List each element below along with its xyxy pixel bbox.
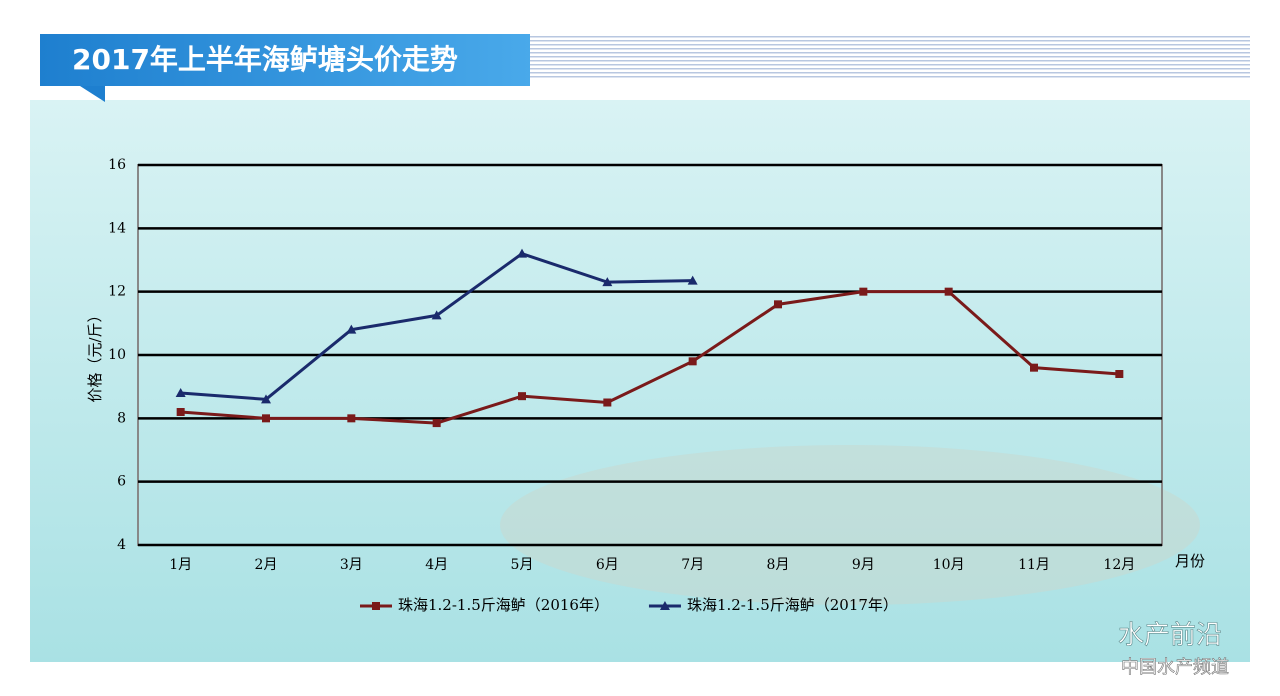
watermark-site: 中国水产频道 <box>1121 657 1229 678</box>
y-tick-label: 6 <box>117 474 126 490</box>
marker <box>176 408 185 416</box>
marker <box>518 392 526 401</box>
x-tick-label: 7月 <box>681 557 704 573</box>
marker <box>602 277 613 287</box>
x-tick-label: 11月 <box>1018 557 1050 573</box>
x-tick-label: 3月 <box>340 557 363 573</box>
series-line <box>180 290 1120 425</box>
marker <box>688 357 697 366</box>
marker <box>432 419 441 428</box>
y-axis-label: 价格（元/斤） <box>86 307 104 402</box>
y-tick-label: 12 <box>108 284 126 300</box>
chart-title: 2017年上半年海鲈塘头价走势 <box>72 43 458 76</box>
marker <box>603 398 612 407</box>
x-tick-label: 8月 <box>767 557 790 573</box>
banner-tail <box>80 86 105 102</box>
x-tick-label: 4月 <box>425 557 448 573</box>
marker <box>346 324 357 334</box>
fish-decoration <box>500 445 1200 605</box>
x-tick-label: 6月 <box>596 557 619 573</box>
x-tick-label: 1月 <box>169 557 192 573</box>
marker <box>262 414 270 423</box>
marker <box>859 287 868 296</box>
marker <box>944 287 953 296</box>
marker <box>687 275 698 285</box>
y-tick-label: 14 <box>108 220 126 236</box>
x-tick-label: 5月 <box>511 557 534 573</box>
marker <box>347 414 356 423</box>
marker <box>261 394 271 404</box>
x-tick-label: 2月 <box>255 557 278 573</box>
x-tick-label: 9月 <box>852 557 875 573</box>
marker <box>372 602 380 610</box>
stripes <box>530 36 1250 78</box>
title-banner <box>40 34 530 86</box>
x-tick-label: 12月 <box>1103 557 1135 573</box>
marker <box>774 300 782 309</box>
marker <box>517 248 527 258</box>
watermark-name: 水产前沿 <box>1118 621 1222 651</box>
x-axis-label: 月份 <box>1175 552 1205 570</box>
marker <box>659 601 670 610</box>
y-tick-label: 16 <box>108 157 126 173</box>
marker <box>1115 370 1124 378</box>
legend-label: 珠海1.2-1.5斤海鲈（2016年） <box>398 596 609 614</box>
marker <box>1030 363 1038 372</box>
y-tick-label: 4 <box>117 537 126 553</box>
marker <box>431 310 442 320</box>
marker <box>175 388 186 397</box>
y-tick-label: 8 <box>117 410 126 426</box>
x-tick-label: 10月 <box>933 557 965 573</box>
y-tick-label: 10 <box>108 347 126 363</box>
legend-label: 珠海1.2-1.5斤海鲈（2017年） <box>687 596 898 614</box>
